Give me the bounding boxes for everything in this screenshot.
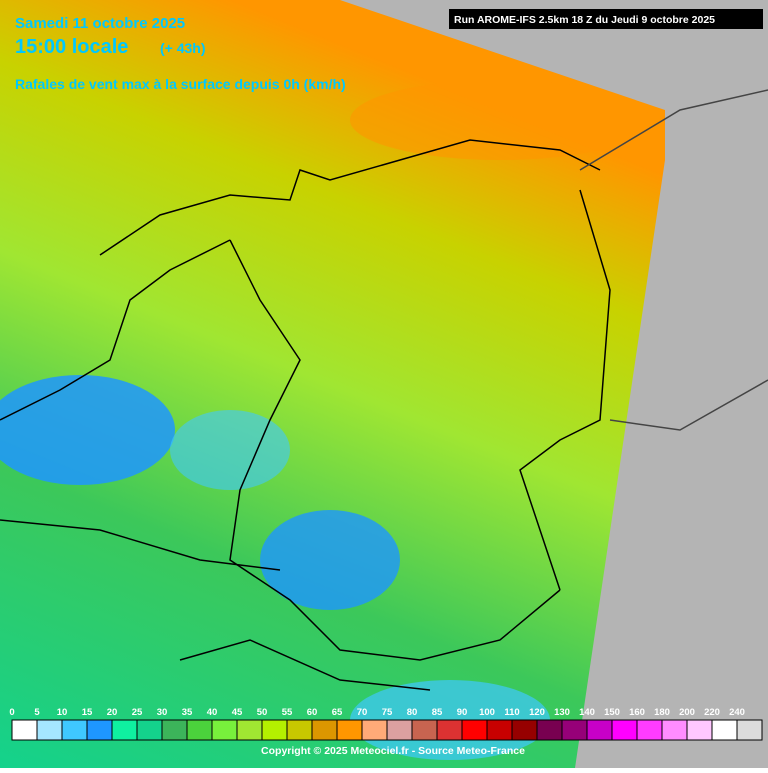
legend-swatch <box>136 719 163 741</box>
legend-label: 130 <box>554 707 570 718</box>
legend-swatch <box>61 719 88 741</box>
border-line <box>519 189 611 591</box>
legend-swatch <box>111 719 138 741</box>
legend-label: 25 <box>132 707 143 718</box>
legend-swatch <box>36 719 63 741</box>
legend-label: 30 <box>157 707 168 718</box>
legend-label: 65 <box>332 707 343 718</box>
date: Samedi 11 octobre 2025 <box>15 15 185 32</box>
legend-swatch <box>386 719 413 741</box>
legend-label: 15 <box>82 707 93 718</box>
legend-swatch <box>711 719 738 741</box>
legend-label: 10 <box>57 707 68 718</box>
legend-swatch <box>236 719 263 741</box>
legend-label: 100 <box>479 707 495 718</box>
legend-swatch <box>336 719 363 741</box>
legend-label: 180 <box>654 707 670 718</box>
legend-swatch <box>686 719 713 741</box>
legend-swatch <box>286 719 313 741</box>
lead-time: (+ 43h) <box>160 40 206 56</box>
legend-label: 0 <box>9 707 14 718</box>
copyright: Copyright © 2025 Meteociel.fr - Source M… <box>261 745 525 757</box>
wind-field <box>0 0 665 768</box>
legend-swatch <box>561 719 588 741</box>
legend-swatch <box>361 719 388 741</box>
legend-label: 150 <box>604 707 620 718</box>
legend-swatch <box>161 719 188 741</box>
border-line <box>179 639 431 691</box>
legend-label: 50 <box>257 707 268 718</box>
legend-label: 55 <box>282 707 293 718</box>
legend-label: 200 <box>679 707 695 718</box>
legend-swatch <box>661 719 688 741</box>
legend: 0 5 10 15 20 25 30 35 40 45 50 55 60 65 70 75 80 85 90 100 1… <box>9 707 763 741</box>
coastline <box>99 139 601 256</box>
legend-label: 20 <box>107 707 118 718</box>
legend-swatch <box>211 719 238 741</box>
run-box <box>449 9 763 29</box>
legend-swatch <box>511 719 538 741</box>
legend-label: 75 <box>382 707 393 718</box>
legend-label: 45 <box>232 707 243 718</box>
legend-swatch <box>636 719 663 741</box>
legend-label: 35 <box>182 707 193 718</box>
low-wind-area <box>260 510 400 610</box>
legend-swatch <box>11 719 38 741</box>
low-wind-area <box>170 410 290 490</box>
run-info: Run AROME-IFS 2.5km 18 Z du Jeudi 9 octo… <box>454 14 715 26</box>
legend-label: 90 <box>457 707 468 718</box>
legend-label: 240 <box>729 707 745 718</box>
border-line <box>609 379 768 431</box>
legend-label: 60 <box>307 707 318 718</box>
legend-label: 80 <box>407 707 418 718</box>
legend-label: 5 <box>34 707 40 718</box>
legend-label: 220 <box>704 707 720 718</box>
legend-label: 110 <box>504 707 519 718</box>
legend-label: 140 <box>579 707 595 718</box>
legend-swatch <box>536 719 563 741</box>
legend-label: 70 <box>357 707 368 718</box>
legend-swatch <box>261 719 288 741</box>
border-line <box>0 519 281 571</box>
time: 15:00 locale <box>15 36 128 58</box>
low-wind-area <box>0 375 175 485</box>
legend-label: 160 <box>629 707 645 718</box>
legend-swatch <box>611 719 638 741</box>
legend-label: 40 <box>207 707 218 718</box>
legend-swatch <box>436 719 463 741</box>
legend-swatch <box>461 719 488 741</box>
legend-swatch <box>411 719 438 741</box>
border-line <box>579 89 768 171</box>
legend-swatch <box>86 719 113 741</box>
legend-swatch <box>486 719 513 741</box>
legend-label: 85 <box>432 707 443 718</box>
border-line <box>229 239 561 661</box>
high-wind-area <box>350 80 650 160</box>
legend-swatch <box>736 719 763 741</box>
legend-swatch <box>186 719 213 741</box>
borders <box>0 89 768 691</box>
coastline <box>0 239 231 421</box>
legend-label: 120 <box>529 707 545 718</box>
legend-swatch <box>311 719 338 741</box>
parameter: Rafales de vent max à la surface depuis … <box>15 76 346 92</box>
legend-swatch <box>586 719 613 741</box>
